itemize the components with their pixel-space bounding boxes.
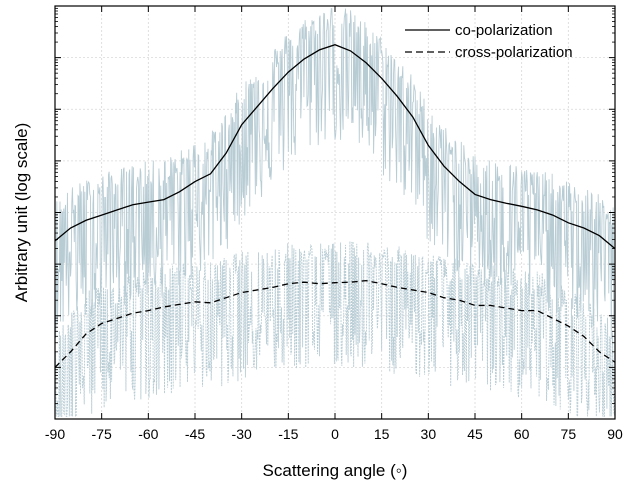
x-tick-label: -15 bbox=[278, 426, 298, 442]
x-tick-label: -30 bbox=[232, 426, 252, 442]
noise-traces bbox=[54, 8, 616, 419]
x-tick-label: -75 bbox=[92, 426, 112, 442]
noise-trace-cross-polarization bbox=[54, 241, 616, 419]
x-tick-label: 60 bbox=[514, 426, 530, 442]
x-tick-labels: -90 -75 -60 -45 -30 -15 0 15 30 45 60 75 90 bbox=[45, 426, 623, 442]
x-axis-title: Scattering angle (◦) bbox=[263, 461, 408, 480]
x-tick-label: 15 bbox=[374, 426, 390, 442]
axis-ticks bbox=[54, 5, 616, 420]
series-lines bbox=[54, 44, 616, 368]
x-tick-label: -90 bbox=[45, 426, 65, 442]
noise-trace-co-polarization bbox=[54, 8, 616, 340]
x-tick-label: 90 bbox=[607, 426, 623, 442]
legend-label-cross-polarization: cross-polarization bbox=[455, 44, 573, 61]
x-tick-label: 75 bbox=[561, 426, 577, 442]
series-line-co-polarization bbox=[54, 44, 616, 250]
y-axis-title: Arbitrary unit (log scale) bbox=[12, 123, 31, 303]
x-tick-label: -45 bbox=[185, 426, 205, 442]
x-tick-label: 0 bbox=[331, 426, 339, 442]
x-tick-label: 30 bbox=[421, 426, 437, 442]
legend-label-co-polarization: co-polarization bbox=[455, 22, 553, 39]
x-tick-label: 45 bbox=[467, 426, 483, 442]
x-tick-label: -60 bbox=[138, 426, 158, 442]
legend: co-polarization cross-polarization bbox=[405, 22, 573, 61]
series-line-cross-polarization bbox=[54, 279, 616, 368]
